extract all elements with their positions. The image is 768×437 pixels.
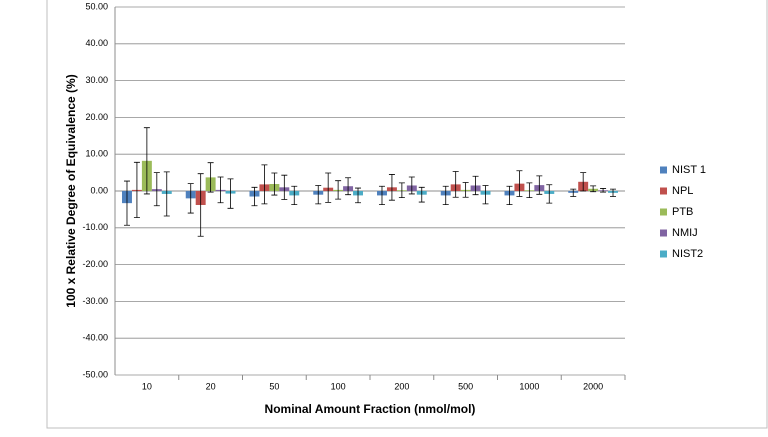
legend-label: NPL bbox=[672, 185, 693, 197]
legend-label: NIST2 bbox=[672, 248, 703, 260]
error-bar bbox=[315, 185, 322, 205]
x-tick-label: 2000 bbox=[583, 381, 603, 391]
error-bar bbox=[472, 175, 479, 196]
x-tick-label: 500 bbox=[458, 381, 473, 391]
error-bar bbox=[526, 182, 533, 199]
y-tick-label: 50.00 bbox=[85, 1, 108, 11]
x-tick-label: 1000 bbox=[519, 381, 539, 391]
error-bar bbox=[325, 172, 332, 203]
x-tick-label: 200 bbox=[394, 381, 409, 391]
error-bar bbox=[398, 182, 405, 199]
legend-swatch bbox=[660, 229, 667, 237]
legend-swatch bbox=[660, 166, 667, 174]
y-tick-label: -20.00 bbox=[82, 259, 108, 269]
error-bar bbox=[536, 175, 543, 195]
error-bar bbox=[163, 171, 170, 217]
error-bar bbox=[388, 174, 395, 201]
error-bar bbox=[570, 188, 577, 197]
error-bar bbox=[291, 185, 298, 206]
y-tick-label: -10.00 bbox=[82, 222, 108, 232]
error-bar bbox=[482, 185, 489, 205]
error-bar bbox=[153, 172, 160, 207]
error-bar bbox=[143, 127, 150, 195]
legend-label: NIST 1 bbox=[672, 164, 706, 176]
y-tick-label: -30.00 bbox=[82, 296, 108, 306]
legend-swatch bbox=[660, 208, 667, 216]
y-tick-label: 10.00 bbox=[85, 149, 108, 159]
y-axis-title: 100 x Relative Degree of Equivalence (%) bbox=[64, 74, 78, 307]
x-tick-label: 20 bbox=[206, 381, 216, 391]
x-tick-label: 50 bbox=[269, 381, 279, 391]
error-bar bbox=[378, 185, 385, 206]
error-bar bbox=[462, 182, 469, 198]
error-bar bbox=[506, 185, 513, 206]
error-bar bbox=[197, 173, 204, 237]
error-bar bbox=[600, 188, 607, 193]
error-bar bbox=[345, 177, 352, 196]
error-bar bbox=[217, 176, 224, 204]
error-bar bbox=[261, 164, 268, 205]
legend-label: PTB bbox=[672, 206, 693, 218]
error-bar bbox=[207, 162, 214, 193]
error-bar bbox=[516, 170, 523, 197]
y-tick-label: 0.00 bbox=[90, 185, 108, 195]
y-tick-label: 40.00 bbox=[85, 38, 108, 48]
error-bar bbox=[271, 172, 278, 196]
y-tick-label: 20.00 bbox=[85, 112, 108, 122]
error-bar bbox=[580, 172, 587, 192]
error-bar bbox=[590, 185, 597, 193]
error-bar bbox=[281, 174, 288, 200]
chart-frame bbox=[46, 0, 768, 429]
error-bar bbox=[123, 180, 130, 226]
error-bar bbox=[133, 161, 140, 218]
error-bar bbox=[418, 186, 425, 203]
error-bar bbox=[408, 176, 415, 195]
error-bar bbox=[335, 180, 342, 200]
error-bar bbox=[251, 186, 258, 207]
error-bar bbox=[187, 183, 194, 214]
y-tick-label: -40.00 bbox=[82, 333, 108, 343]
x-tick-label: 10 bbox=[142, 381, 152, 391]
legend-swatch bbox=[660, 250, 667, 258]
error-bar bbox=[355, 187, 362, 204]
y-tick-label: 30.00 bbox=[85, 75, 108, 85]
x-tick-label: 100 bbox=[331, 381, 346, 391]
error-bar bbox=[452, 171, 459, 198]
error-bar bbox=[442, 185, 449, 206]
x-axis-title: Nominal Amount Fraction (nmol/mol) bbox=[265, 402, 476, 416]
error-bar bbox=[610, 188, 617, 197]
error-bar bbox=[546, 184, 553, 204]
error-bar bbox=[227, 178, 234, 209]
legend-label: NMIJ bbox=[672, 227, 698, 239]
legend-swatch bbox=[660, 187, 667, 195]
y-tick-label: -50.00 bbox=[82, 369, 108, 379]
